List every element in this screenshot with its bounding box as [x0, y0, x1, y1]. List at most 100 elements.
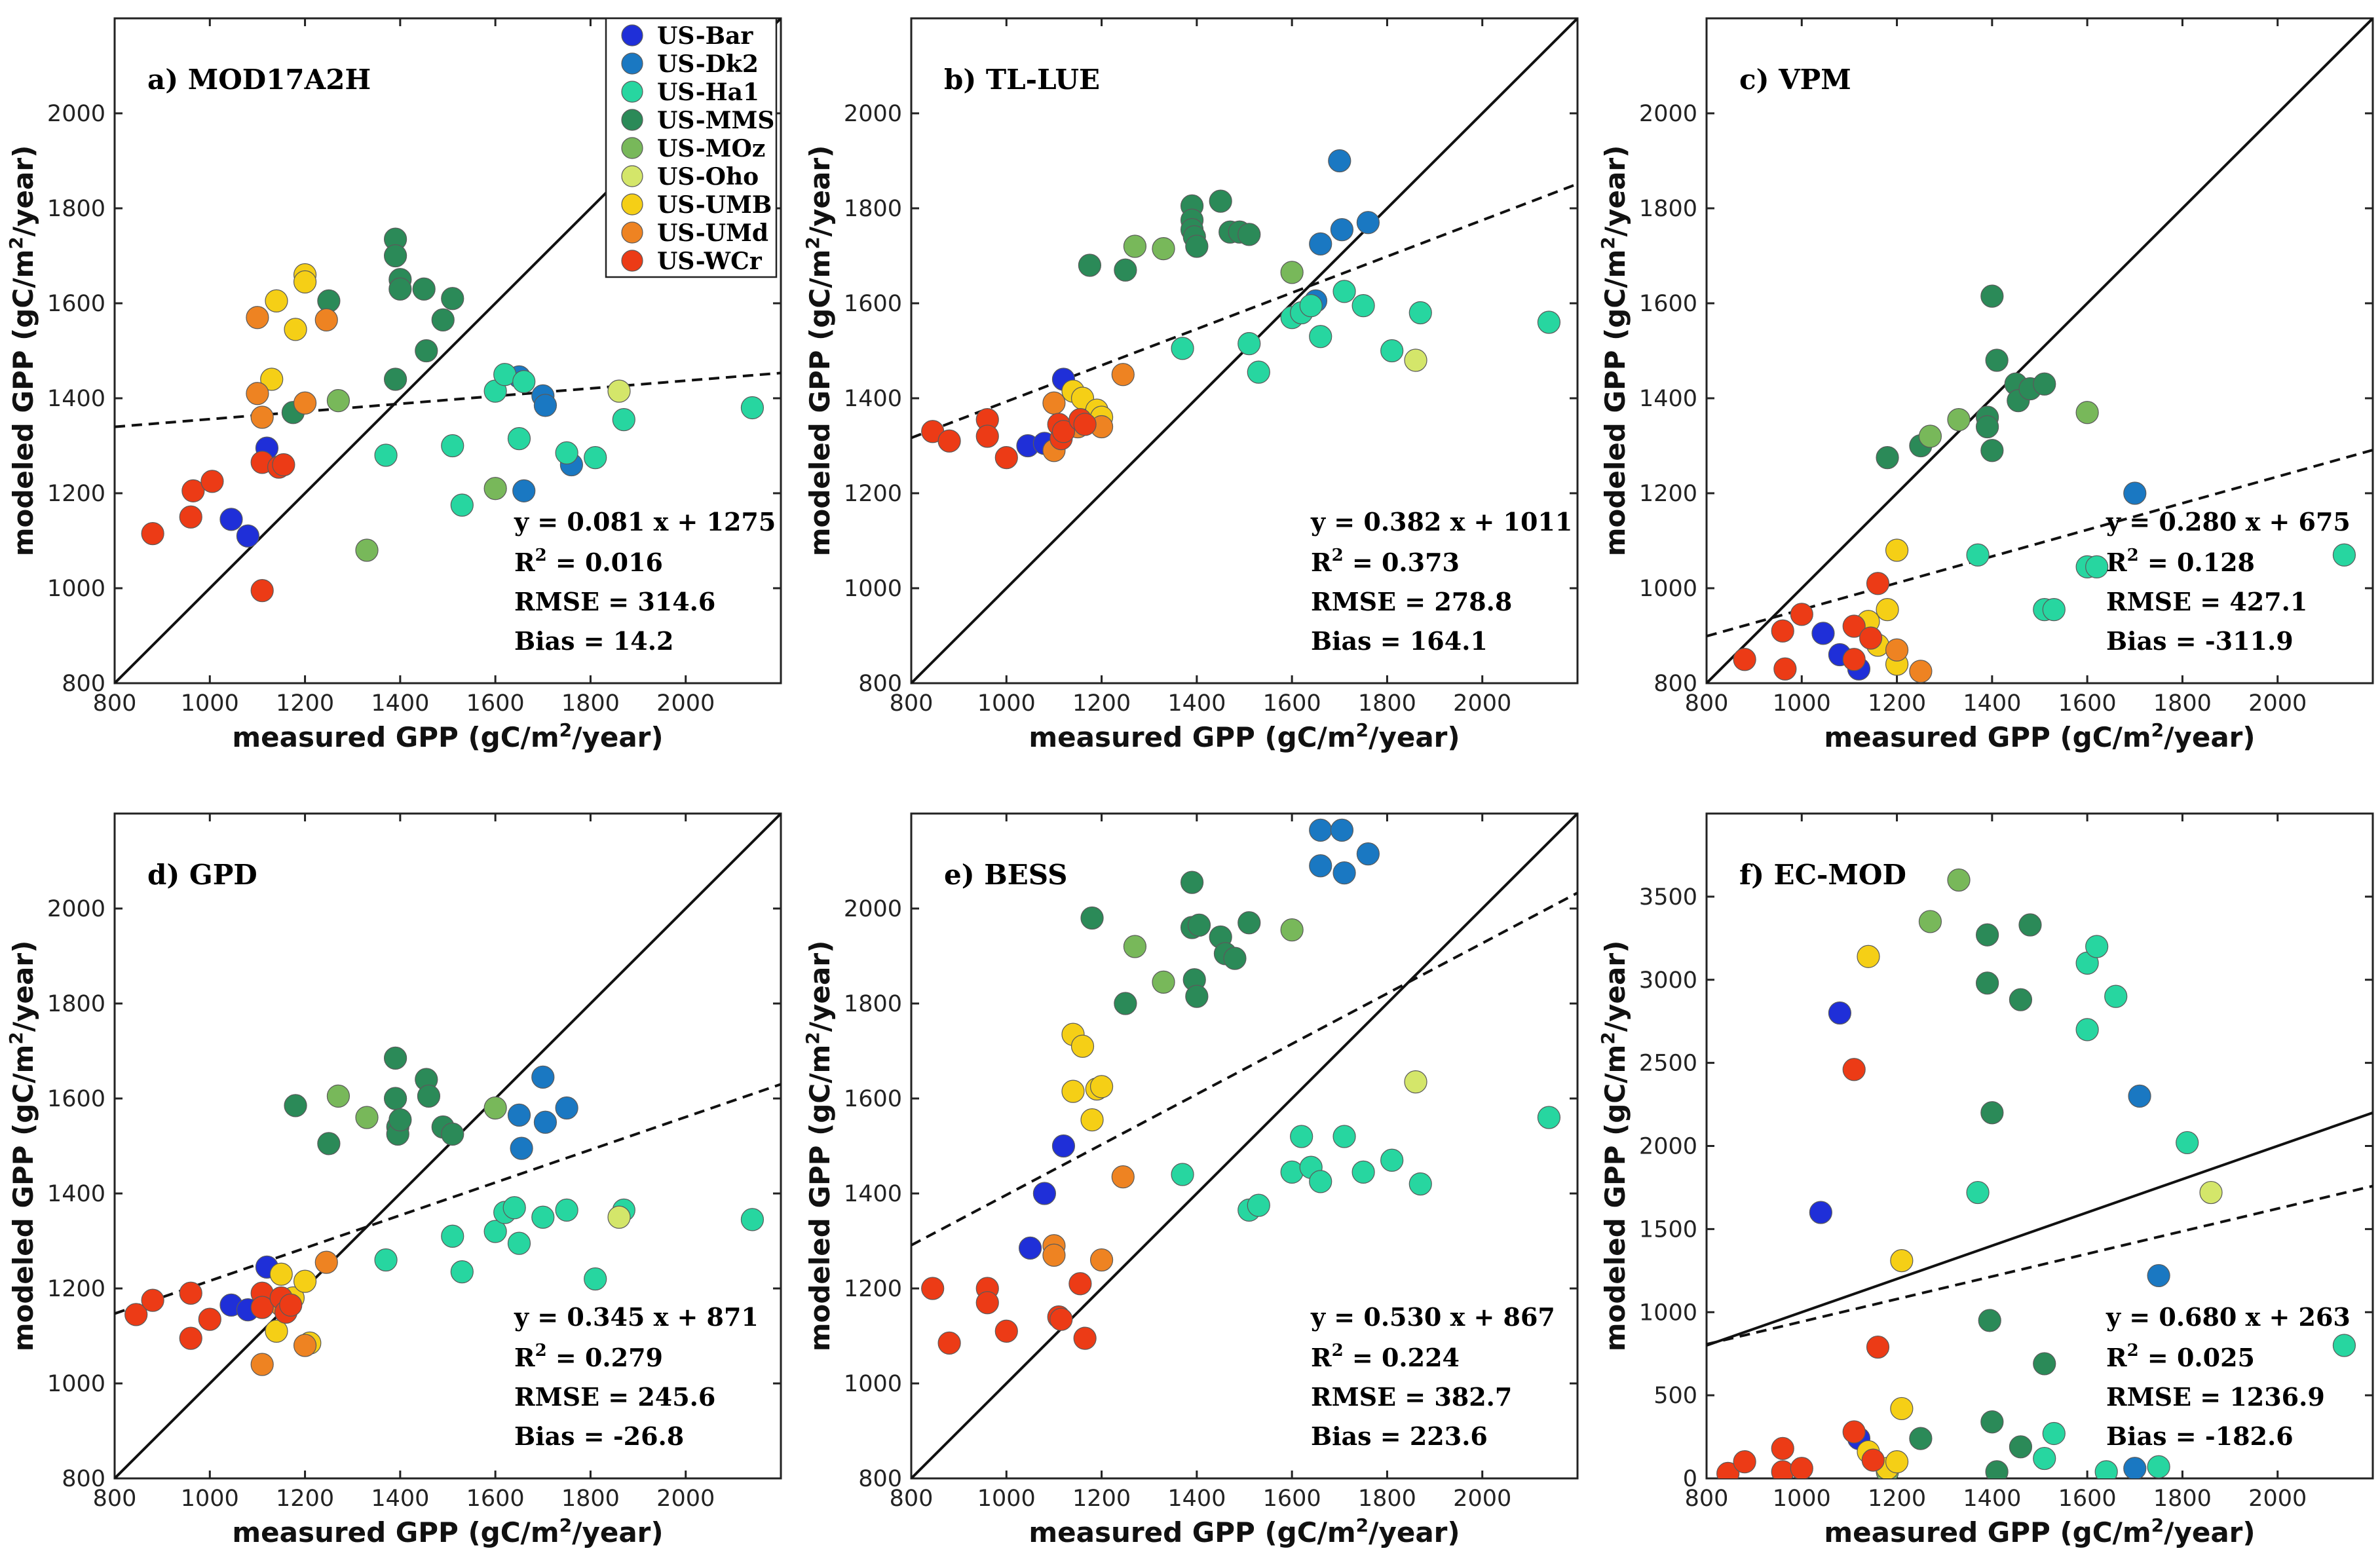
legend-marker-us-wcr	[621, 250, 643, 272]
data-point-us-ha1	[740, 396, 765, 420]
data-point-us-wcr	[1716, 1461, 1740, 1478]
reference-lines	[911, 814, 1577, 1478]
data-point-us-ha1	[1290, 1125, 1313, 1148]
data-point-us-mms	[1975, 415, 1999, 439]
data-point-us-wcr	[994, 446, 1018, 470]
data-point-us-wcr	[975, 424, 999, 448]
y-tick-label: 800	[1653, 671, 1697, 697]
data-point-us-moz	[1947, 868, 1971, 892]
data-point-us-wcr	[937, 429, 961, 453]
data-point-us-mms	[441, 287, 464, 310]
panel-title: e) BESS	[944, 859, 1067, 891]
stat-r-value: = 0.373	[1344, 548, 1460, 577]
data-point-us-ha1	[1351, 1160, 1375, 1184]
y-axis-label-end: /year)	[1599, 941, 1631, 1032]
x-tick-label: 1400	[371, 690, 429, 717]
y-tick-label: 1200	[844, 481, 902, 507]
data-point-us-umb	[265, 1319, 288, 1343]
stat-rmse: RMSE = 382.7	[1311, 1382, 1512, 1412]
legend-label-us-wcr: US-WCr	[657, 248, 763, 275]
data-point-us-umb	[260, 367, 284, 391]
y-tick-label: 0	[1683, 1466, 1697, 1492]
scatter-points	[1716, 868, 2356, 1478]
data-point-us-ha1	[1408, 301, 1432, 325]
data-point-us-mms	[383, 1046, 407, 1070]
legend-marker-us-moz	[621, 137, 643, 159]
x-tick-label: 1800	[561, 1486, 620, 1512]
data-point-us-ha1	[2042, 598, 2066, 622]
x-tick-label: 1200	[1072, 1486, 1131, 1512]
data-point-us-bar	[1828, 1001, 1851, 1025]
y-axis-label-superscript: 2	[5, 236, 27, 249]
data-point-us-wcr	[1861, 1448, 1885, 1472]
y-tick-label: 1000	[47, 1371, 105, 1397]
y-tick-label: 1200	[844, 1276, 902, 1302]
data-point-us-ha1	[1247, 360, 1270, 384]
y-tick-label: 1500	[1639, 1216, 1697, 1243]
data-point-us-dk2	[1356, 842, 1380, 866]
data-point-us-ha1	[2075, 1018, 2099, 1041]
data-point-us-umd	[293, 1334, 317, 1357]
data-point-us-umd	[250, 405, 274, 429]
data-point-us-mms	[383, 244, 407, 268]
y-tick-label: 1000	[844, 1371, 902, 1397]
stat-r-label: R	[2106, 548, 2127, 577]
plot-frame	[910, 17, 1579, 685]
stat-r-squared: R2 = 0.224	[1311, 1341, 1460, 1372]
data-point-us-oho	[607, 1205, 631, 1229]
data-point-us-wcr	[124, 1303, 148, 1326]
data-point-us-ha1	[1247, 1193, 1270, 1217]
data-point-us-ha1	[531, 1205, 555, 1229]
data-point-us-ha1	[507, 427, 531, 451]
scatter-points	[141, 227, 765, 603]
y-axis-label-text: modeled GPP (gC/m	[804, 250, 836, 557]
x-tick-label: 1600	[2058, 690, 2117, 717]
y-tick-label: 3000	[1639, 967, 1697, 994]
data-point-us-umd	[1089, 1248, 1114, 1272]
x-tick-label: 1000	[977, 690, 1036, 717]
data-point-us-moz	[355, 538, 379, 562]
stat-r-superscript: 2	[535, 1341, 547, 1360]
y-axis-label-superscript: 2	[5, 1032, 27, 1044]
data-point-us-dk2	[2123, 1457, 2147, 1478]
y-axis-label-end: /year)	[804, 941, 836, 1032]
data-point-us-ha1	[2042, 1421, 2066, 1446]
panel-a-mod17a2h: 800 1000 1200 1400 1600 1800 2000 800 1000 1200 14…	[5, 17, 782, 753]
x-axis-label-superscript: 2	[2151, 719, 2164, 741]
data-point-us-umb	[1890, 1397, 1914, 1421]
data-point-us-ha1	[450, 1260, 474, 1284]
y-tick-label: 1600	[1639, 291, 1697, 317]
y-tick-label: 2000	[844, 896, 902, 922]
legend-marker-us-dk2	[621, 52, 643, 75]
data-point-us-ha1	[1299, 294, 1323, 318]
data-point-us-ha1	[2094, 1460, 2118, 1478]
data-point-us-wcr	[250, 1296, 274, 1319]
y-axis-label: modeled GPP (gC/m2/year)	[802, 941, 836, 1352]
x-tick-label: 2000	[2248, 1486, 2307, 1512]
reference-lines	[115, 814, 781, 1478]
x-axis-label-end: /year)	[2164, 721, 2255, 753]
data-point-us-mms	[441, 1122, 464, 1146]
data-point-us-wcr	[141, 1288, 164, 1312]
data-point-us-mms	[2009, 988, 2033, 1011]
y-axis-label-superscript: 2	[802, 1032, 823, 1044]
data-point-us-moz	[1152, 970, 1175, 994]
stat-r-squared: R2 = 0.279	[514, 1341, 663, 1372]
data-point-us-umd	[1111, 363, 1135, 386]
stat-bias: Bias = -311.9	[2106, 626, 2294, 656]
y-tick-label: 2000	[1639, 101, 1697, 127]
data-point-us-ha1	[2332, 1334, 2356, 1357]
data-point-us-ha1	[1408, 1172, 1432, 1196]
x-tick-label: 2000	[656, 690, 715, 717]
legend-label-us-dk2: US-Dk2	[657, 50, 759, 78]
x-tick-label: 800	[93, 690, 137, 717]
panel-e-bess: 800 1000 1200 1400 1600 1800 2000 800 1000 1200 14…	[802, 812, 1579, 1548]
data-point-us-wcr	[994, 1319, 1018, 1343]
regression-fit-line	[911, 891, 1577, 1247]
stat-r-squared: R2 = 0.016	[514, 546, 663, 577]
data-point-us-wcr	[179, 1281, 202, 1305]
y-tick-label: 1800	[844, 196, 902, 222]
data-point-us-ha1	[1309, 325, 1332, 348]
legend-marker-us-umd	[621, 221, 643, 244]
x-tick-label: 2000	[1453, 690, 1511, 717]
